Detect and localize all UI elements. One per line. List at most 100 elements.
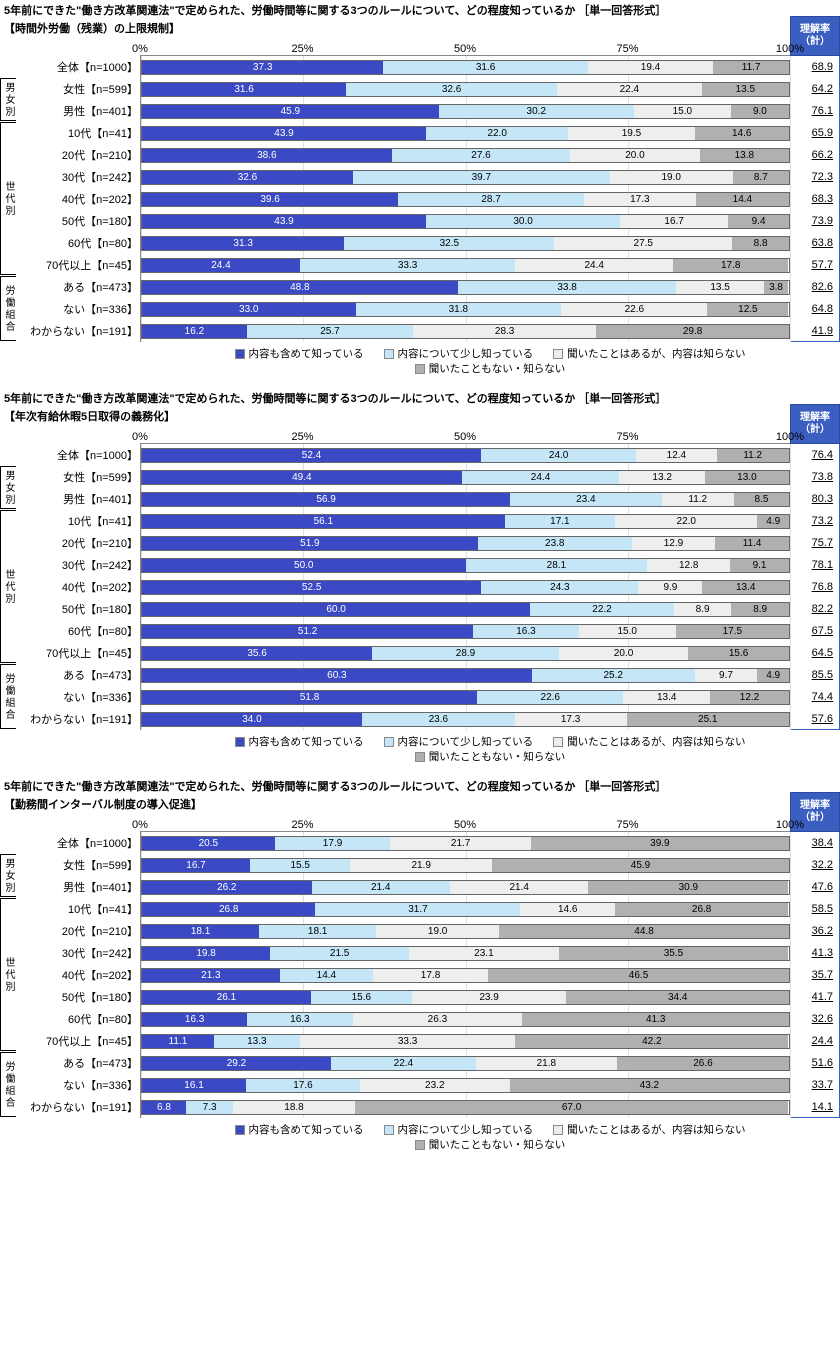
row-label: わからない【n=191】 <box>20 320 140 342</box>
rate-value: 76.4 <box>790 444 840 466</box>
stacked-bar: 32.639.719.08.7 <box>141 170 790 185</box>
row-label: ある【n=473】 <box>20 276 140 298</box>
bar-segment: 43.9 <box>142 215 426 228</box>
rate-value: 74.4 <box>790 686 840 708</box>
legend-label: 内容について少し知っている <box>398 346 534 361</box>
bar-segment: 28.9 <box>372 647 559 660</box>
bar-segment: 28.3 <box>413 325 596 338</box>
stacked-bar: 29.222.421.826.6 <box>141 1056 790 1071</box>
bar-segment: 31.7 <box>315 903 520 916</box>
bar-segment: 8.9 <box>731 603 789 616</box>
stacked-bar: 18.118.119.044.8 <box>141 924 790 939</box>
rate-value: 68.3 <box>790 188 840 210</box>
rate-value: 38.4 <box>790 832 840 854</box>
bar-segment: 19.8 <box>142 947 270 960</box>
row-label: 20代【n=210】 <box>20 920 140 942</box>
bar-segment: 51.2 <box>142 625 473 638</box>
rate-value: 68.9 <box>790 56 840 78</box>
row-label: 10代【n=41】 <box>20 510 140 532</box>
bar-segment: 22.2 <box>530 603 674 616</box>
bar-segment: 22.0 <box>615 515 757 528</box>
bar-segment: 67.0 <box>355 1101 788 1114</box>
rate-value: 41.9 <box>790 320 840 342</box>
group-bracket: 男女別 <box>0 854 16 897</box>
bar-segment: 17.3 <box>584 193 696 206</box>
bar-segment: 31.6 <box>383 61 587 74</box>
row-label: わからない【n=191】 <box>20 1096 140 1118</box>
rate-value: 32.6 <box>790 1008 840 1030</box>
bar-segment: 18.8 <box>233 1101 355 1114</box>
bar-segment: 37.3 <box>142 61 383 74</box>
legend-label: 内容も含めて知っている <box>249 346 364 361</box>
stacked-bar: 43.930.016.79.4 <box>141 214 790 229</box>
bar-segment: 48.8 <box>142 281 458 294</box>
bar-segment: 60.3 <box>142 669 532 682</box>
stacked-bar: 51.923.812.911.4 <box>141 536 790 551</box>
bar-segment: 17.5 <box>676 625 789 638</box>
bar-segment: 6.8 <box>142 1101 186 1114</box>
bar-segment: 21.4 <box>450 881 588 894</box>
legend-item: 聞いたこともない・知らない <box>415 1137 566 1152</box>
bar-segment: 16.3 <box>473 625 578 638</box>
rate-value: 14.1 <box>790 1096 840 1118</box>
bar-segment: 19.0 <box>376 925 499 938</box>
bar-segment: 9.1 <box>730 559 789 572</box>
bar-segment: 29.8 <box>596 325 789 338</box>
axis-tick: 0% <box>132 819 148 831</box>
bar-segment: 31.6 <box>142 83 346 96</box>
row-label: 40代【n=202】 <box>20 576 140 598</box>
rate-value: 85.5 <box>790 664 840 686</box>
rate-value: 80.3 <box>790 488 840 510</box>
bar-segment: 16.3 <box>247 1013 352 1026</box>
stacked-bar: 21.314.417.846.5 <box>141 968 790 983</box>
stacked-bar: 52.524.39.913.4 <box>141 580 790 595</box>
axis-tick: 75% <box>616 819 638 831</box>
bar-segment: 23.4 <box>510 493 661 506</box>
row-label: 60代【n=80】 <box>20 232 140 254</box>
bar-segment: 14.4 <box>280 969 373 982</box>
rate-value: 41.7 <box>790 986 840 1008</box>
bar-segment: 20.5 <box>142 837 275 850</box>
row-label: 70代以上【n=45】 <box>20 642 140 664</box>
rate-value: 78.1 <box>790 554 840 576</box>
bar-segment: 25.2 <box>532 669 695 682</box>
bar-segment: 43.9 <box>142 127 426 140</box>
bar-segment: 26.8 <box>142 903 315 916</box>
bar-segment: 16.7 <box>142 859 250 872</box>
row-label: 女性【n=599】 <box>20 466 140 488</box>
stacked-bar: 43.922.019.514.6 <box>141 126 790 141</box>
rate-value: 57.7 <box>790 254 840 276</box>
bar-segment: 21.3 <box>142 969 280 982</box>
row-label: 全体【n=1000】 <box>20 832 140 854</box>
rate-value: 72.3 <box>790 166 840 188</box>
bar-segment: 9.4 <box>728 215 789 228</box>
bar-segment: 17.9 <box>275 837 391 850</box>
bar-segment: 22.0 <box>426 127 568 140</box>
bar-segment: 51.8 <box>142 691 477 704</box>
bar-segment: 39.9 <box>531 837 789 850</box>
rate-value: 64.8 <box>790 298 840 320</box>
bar-segment: 31.3 <box>142 237 344 250</box>
legend-item: 聞いたこともない・知らない <box>415 361 566 376</box>
bar-segment: 12.8 <box>647 559 730 572</box>
bar-segment: 14.6 <box>520 903 614 916</box>
rate-value: 75.7 <box>790 532 840 554</box>
legend-item: 聞いたこともない・知らない <box>415 749 566 764</box>
legend-label: 内容について少し知っている <box>398 1122 534 1137</box>
row-label: 10代【n=41】 <box>20 898 140 920</box>
legend-swatch <box>235 1125 245 1135</box>
row-label: ある【n=473】 <box>20 664 140 686</box>
bar-segment: 16.2 <box>142 325 247 338</box>
stacked-bar: 20.517.921.739.9 <box>141 836 790 851</box>
bar-segment: 56.1 <box>142 515 505 528</box>
rate-value: 64.5 <box>790 642 840 664</box>
bar-segment: 19.4 <box>588 61 714 74</box>
chart-subtitle: 【時間外労働（残業）の上限規制】 <box>0 20 840 38</box>
bar-segment: 24.4 <box>142 259 300 272</box>
row-label: 50代【n=180】 <box>20 986 140 1008</box>
stacked-bar: 19.821.523.135.5 <box>141 946 790 961</box>
axis-tick: 100% <box>776 43 804 55</box>
bar-segment: 15.6 <box>311 991 412 1004</box>
bar-segment: 38.6 <box>142 149 392 162</box>
stacked-bar: 51.822.613.412.2 <box>141 690 790 705</box>
